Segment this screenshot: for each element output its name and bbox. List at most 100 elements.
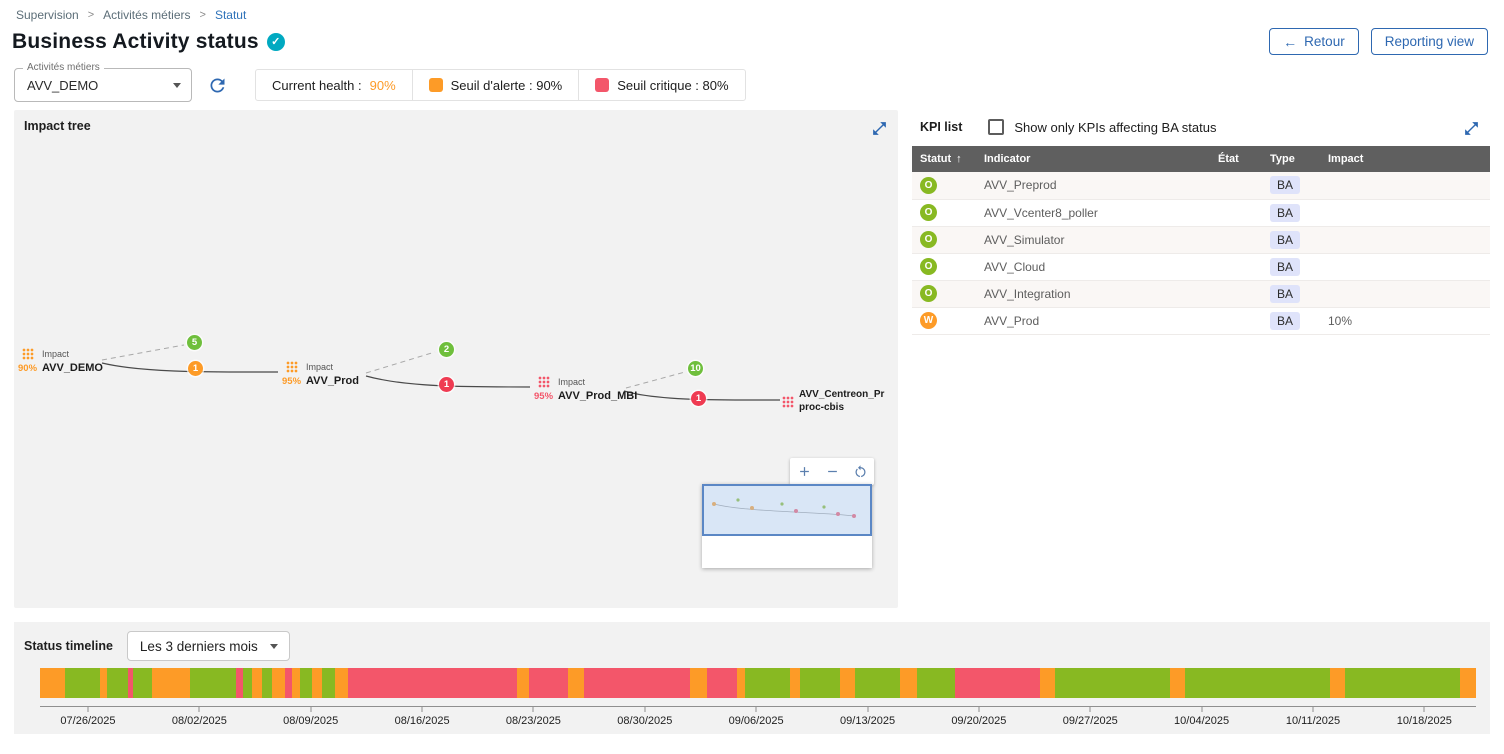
timeline-segment[interactable] [583,668,690,698]
tree-node-avv-centreon-proc[interactable]: AVV_Centreon_Pr proc-cbis [782,389,884,414]
kpi-impact [1320,280,1490,308]
timeline-segment[interactable] [899,668,917,698]
back-button[interactable]: ← Retour [1269,28,1359,55]
timeline-segment[interactable] [271,668,285,698]
timeline-segment[interactable] [261,668,272,698]
timeline-segment[interactable] [100,668,108,698]
kpi-row[interactable]: O AVV_Preprod BA [912,172,1490,200]
timeline-tick-label: 08/23/2025 [505,715,561,727]
ok-count-badge[interactable]: 5 [187,335,202,350]
critical-count-badge[interactable]: 1 [439,377,454,392]
kpi-row[interactable]: O AVV_Integration BA [912,280,1490,308]
column-header-etat[interactable]: État [1210,146,1262,172]
expand-tree-button[interactable] [869,118,890,142]
timeline-segment[interactable] [1054,668,1170,698]
breadcrumb-separator: > [87,9,95,21]
timeline-segment[interactable] [916,668,955,698]
timeline-segment[interactable] [334,668,348,698]
timeline-segment[interactable] [839,668,855,698]
timeline-segment[interactable] [799,668,840,698]
warning-count-badge[interactable]: 1 [188,361,203,376]
timeline-segment[interactable] [1169,668,1185,698]
timeline-segment[interactable] [516,668,529,698]
timeline-segment[interactable] [235,668,243,698]
timeline-segment[interactable] [1184,668,1330,698]
tree-node-avv-demo[interactable]: Impact 90% AVV_DEMO [18,348,103,374]
kpi-row[interactable]: O AVV_Cloud BA [912,253,1490,281]
minimap-tree [712,498,856,518]
kpi-etat [1210,172,1262,200]
timeline-segment[interactable] [954,668,1040,698]
kpi-type-chip: BA [1270,257,1301,276]
expand-icon [873,122,886,135]
timeline-segment[interactable] [1344,668,1460,698]
timeline-segment[interactable] [133,668,152,698]
node-name: AVV_Prod_MBI [558,390,638,402]
timeline-segment[interactable] [40,668,65,698]
health-legend: Current health : 90% Seuil d'alerte : 90… [255,69,746,101]
timeline-segment[interactable] [251,668,262,698]
zoom-in-button[interactable] [797,464,812,479]
kpi-row[interactable]: O AVV_Vcenter8_poller BA [912,199,1490,227]
timeline-segment[interactable] [107,668,128,698]
tree-node-avv-prod[interactable]: Impact 95% AVV_Prod [282,361,359,387]
timeline-segment[interactable] [567,668,584,698]
business-activity-select[interactable]: Activités métiers AVV_DEMO [14,62,192,102]
timeline-tick-label: 09/06/2025 [728,715,784,727]
node-name: AVV_Centreon_Pr [799,389,885,400]
minus-icon [827,470,837,473]
zoom-reset-button[interactable] [853,464,868,479]
axis-tick [755,707,757,712]
kpi-etat [1210,253,1262,281]
column-header-impact[interactable]: Impact [1320,146,1490,172]
timeline-segment[interactable] [190,668,236,698]
timeline-segment[interactable] [321,668,335,698]
timeline-period-select[interactable]: Les 3 derniers mois [126,631,290,661]
column-header-statut[interactable]: Statut ↑ [912,146,976,172]
timeline-segment[interactable] [311,668,322,698]
timeline-segment[interactable] [706,668,737,698]
kpi-row[interactable]: O AVV_Simulator BA [912,226,1490,254]
timeline-segment[interactable] [854,668,900,698]
breadcrumb-activites-metiers[interactable]: Activités métiers [103,8,191,22]
axis-tick [310,707,312,712]
timeline-segment[interactable] [736,668,745,698]
timeline-segment[interactable] [128,668,134,698]
timeline-segment[interactable] [528,668,568,698]
timeline-segment[interactable] [347,668,517,698]
timeline-segment[interactable] [789,668,800,698]
timeline-segment[interactable] [1329,668,1345,698]
column-header-indicator[interactable]: Indicator [976,146,1210,172]
breadcrumb-statut[interactable]: Statut [214,8,247,22]
ba-node-icon [21,348,34,360]
timeline-segment[interactable] [64,668,101,698]
reporting-view-button[interactable]: Reporting view [1370,28,1488,55]
zoom-out-button[interactable] [825,464,840,479]
timeline-segment[interactable] [151,668,191,698]
timeline-segment[interactable] [744,668,790,698]
show-only-kpis-label[interactable]: Show only KPIs affecting BA status [1014,119,1217,135]
timeline-segment[interactable] [291,668,300,698]
timeline-segment[interactable] [299,668,312,698]
refresh-button[interactable] [205,73,230,98]
expand-kpi-list-button[interactable] [1461,118,1482,142]
timeline-segment[interactable] [689,668,707,698]
node-name: AVV_Prod [306,375,359,387]
column-header-type[interactable]: Type [1262,146,1320,172]
timeline-segment[interactable] [1459,668,1476,698]
show-only-kpis-checkbox[interactable] [988,119,1005,135]
minimap-viewport[interactable] [702,484,872,536]
kpi-row[interactable]: W AVV_Prod BA 10% [912,307,1490,335]
page-header: Business Activity status ✓ ← Retour Repo… [0,22,1504,55]
timeline-segment[interactable] [284,668,292,698]
timeline-segment[interactable] [242,668,252,698]
tree-node-avv-prod-mbi[interactable]: Impact 95% AVV_Prod_MBI [534,376,637,402]
breadcrumb-supervision[interactable]: Supervision [16,8,79,22]
ok-count-badge[interactable]: 2 [439,342,454,357]
timeline-segment[interactable] [1039,668,1055,698]
status-badge: O [920,176,937,194]
critical-count-badge[interactable]: 1 [691,391,706,406]
kpi-type-chip: BA [1270,230,1301,249]
tree-minimap[interactable] [702,484,872,568]
ok-count-badge[interactable]: 10 [688,361,703,376]
